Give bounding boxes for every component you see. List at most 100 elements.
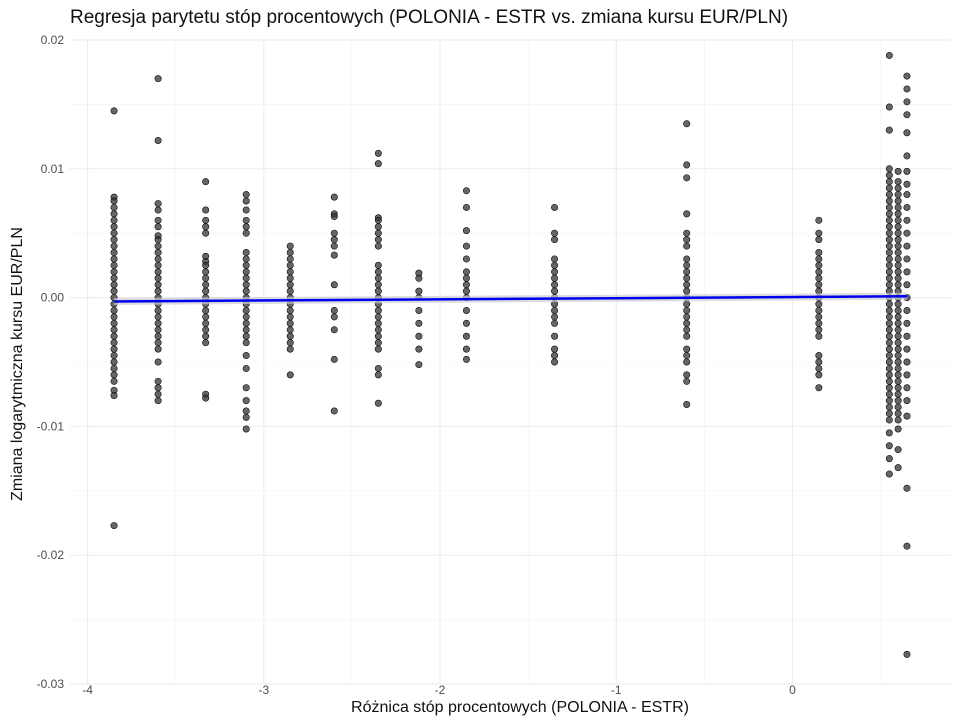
data-point: [885, 255, 893, 263]
data-point: [286, 268, 294, 276]
data-point: [286, 332, 294, 340]
data-point: [815, 249, 823, 257]
data-point: [903, 484, 911, 492]
data-point: [242, 407, 250, 415]
data-point: [154, 136, 162, 144]
data-point: [286, 319, 294, 327]
data-point: [815, 281, 823, 289]
data-point: [894, 332, 902, 340]
data-point: [903, 650, 911, 658]
data-point: [903, 332, 911, 340]
data-point: [894, 167, 902, 175]
data-point: [110, 358, 118, 366]
data-point: [815, 236, 823, 244]
data-point: [885, 197, 893, 205]
data-point: [154, 332, 162, 340]
data-point: [374, 268, 382, 276]
data-point: [286, 345, 294, 353]
data-point: [110, 229, 118, 237]
data-point: [885, 416, 893, 424]
data-point: [815, 216, 823, 224]
data-point: [462, 306, 470, 314]
data-point: [374, 242, 382, 250]
data-point: [551, 236, 559, 244]
data-point: [154, 397, 162, 405]
data-point: [903, 111, 911, 119]
data-point: [815, 306, 823, 314]
data-point: [330, 251, 338, 259]
data-point: [415, 361, 423, 369]
data-point: [286, 313, 294, 321]
data-point: [242, 255, 250, 263]
data-point: [154, 377, 162, 385]
data-point: [551, 268, 559, 276]
data-point: [683, 242, 691, 250]
data-point: [110, 339, 118, 347]
data-point: [894, 345, 902, 353]
data-point: [110, 197, 118, 205]
data-point: [885, 242, 893, 250]
data-point: [885, 249, 893, 257]
data-point: [110, 371, 118, 379]
data-point: [110, 242, 118, 250]
data-point: [374, 287, 382, 295]
data-point: [462, 242, 470, 250]
data-point: [894, 184, 902, 192]
data-point: [683, 120, 691, 128]
data-point: [551, 313, 559, 321]
data-point: [885, 319, 893, 327]
data-point: [462, 332, 470, 340]
data-point: [903, 397, 911, 405]
data-point: [903, 319, 911, 327]
data-point: [885, 326, 893, 334]
data-point: [885, 339, 893, 347]
data-point: [242, 364, 250, 372]
data-point: [330, 212, 338, 220]
data-point: [154, 345, 162, 353]
data-point: [110, 274, 118, 282]
data-point: [242, 425, 250, 433]
data-point: [885, 178, 893, 186]
data-point: [374, 371, 382, 379]
data-point: [154, 326, 162, 334]
data-point: [330, 326, 338, 334]
regression-line-path: [114, 295, 907, 303]
data-point: [374, 313, 382, 321]
data-point: [330, 193, 338, 201]
data-point: [683, 281, 691, 289]
data-point: [286, 255, 294, 263]
data-point: [374, 326, 382, 334]
data-point: [242, 352, 250, 360]
data-point: [894, 313, 902, 321]
data-point: [885, 300, 893, 308]
data-point: [683, 174, 691, 182]
data-point: [894, 255, 902, 263]
data-point: [885, 352, 893, 360]
data-point: [374, 274, 382, 282]
data-point: [903, 129, 911, 137]
data-point: [415, 345, 423, 353]
data-point: [885, 223, 893, 231]
data-point: [551, 261, 559, 269]
y-tick-label: 0.01: [41, 162, 65, 176]
x-tick-label: -2: [435, 683, 446, 697]
data-point: [202, 216, 210, 224]
data-point: [885, 51, 893, 59]
data-point: [815, 313, 823, 321]
data-point: [110, 352, 118, 360]
data-point: [683, 255, 691, 263]
data-point: [110, 377, 118, 385]
data-point: [286, 274, 294, 282]
data-point: [683, 229, 691, 237]
data-point: [242, 384, 250, 392]
data-point: [894, 229, 902, 237]
data-point: [374, 236, 382, 244]
data-point: [894, 191, 902, 199]
data-point: [885, 281, 893, 289]
data-point: [885, 313, 893, 321]
data-point: [154, 206, 162, 214]
data-point: [374, 223, 382, 231]
data-point: [374, 149, 382, 157]
data-point: [110, 345, 118, 353]
data-point: [462, 319, 470, 327]
